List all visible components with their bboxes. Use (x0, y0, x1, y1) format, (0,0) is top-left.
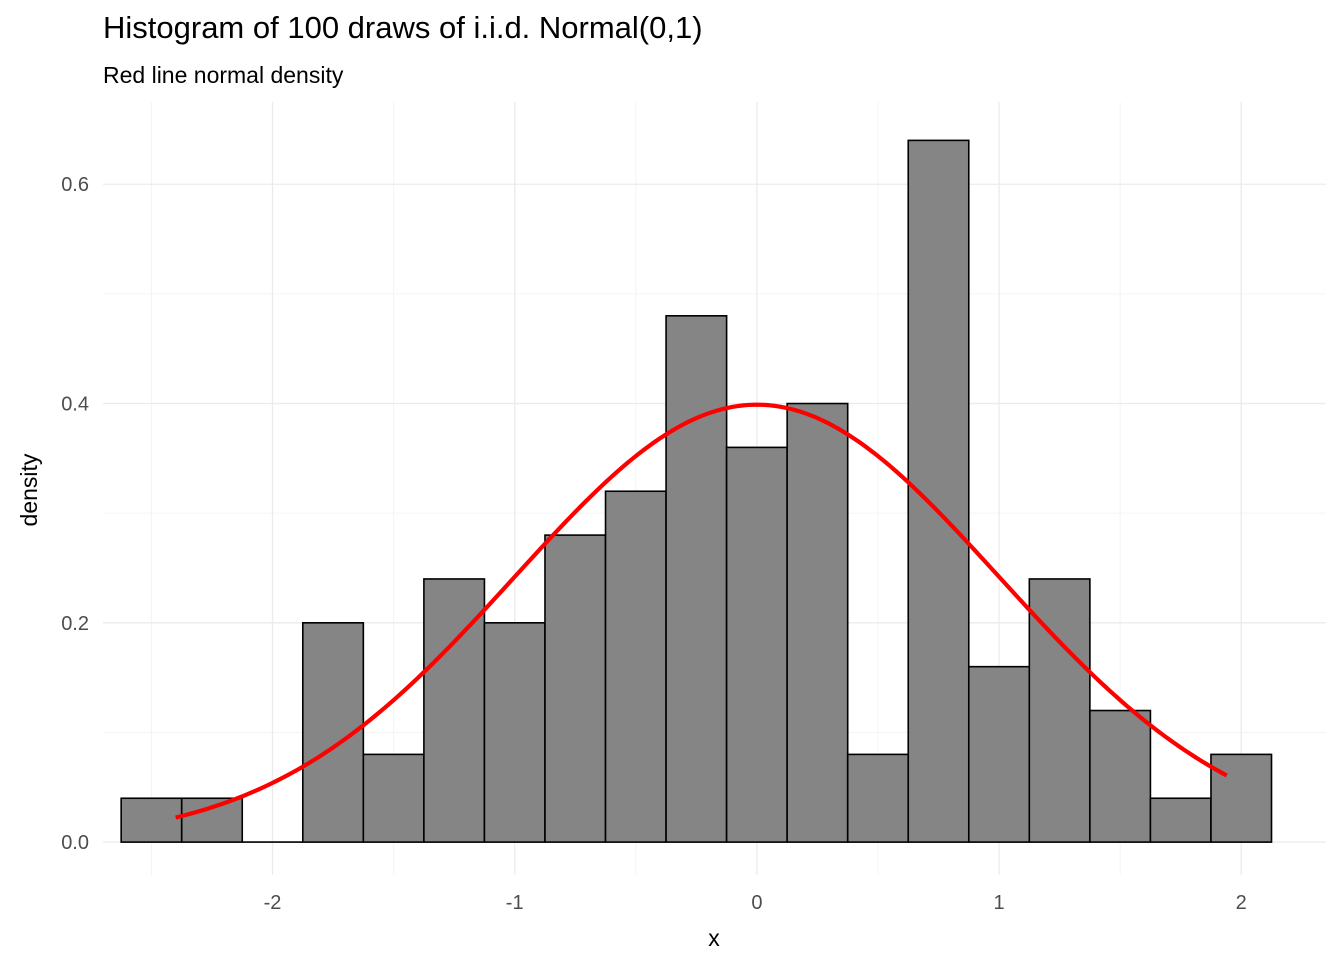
x-tick-label: -2 (264, 892, 282, 914)
chart-title: Histogram of 100 draws of i.i.d. Normal(… (103, 10, 703, 45)
histogram-bar (120, 797, 183, 843)
y-tick-label: 0.2 (61, 613, 89, 635)
histogram-bar (967, 665, 1031, 843)
histogram-bar (483, 622, 546, 843)
normal-density-curve (175, 402, 1228, 820)
histogram-bar (786, 402, 849, 843)
histogram-bars (120, 139, 1273, 843)
y-axis-title: density (16, 453, 42, 526)
x-tick-label: 0 (751, 892, 762, 914)
y-tick-label: 0.0 (61, 832, 89, 854)
histogram-bar (544, 534, 607, 843)
x-tick-label: 2 (1236, 892, 1247, 914)
x-axis-ticks: -2 -1 0 1 2 (264, 892, 1247, 914)
histogram-bar (604, 490, 667, 843)
x-tick-label: 1 (993, 892, 1004, 914)
histogram-bar (362, 753, 425, 843)
histogram-bar (180, 797, 244, 843)
y-axis-ticks: 0.0 0.2 0.4 0.6 (61, 174, 89, 854)
histogram-bar (1089, 709, 1152, 843)
y-tick-label: 0.4 (61, 394, 89, 416)
histogram-bar (665, 315, 728, 843)
y-tick-label: 0.6 (61, 174, 89, 196)
chart-subtitle: Red line normal density (103, 62, 344, 88)
x-axis-title: x (708, 925, 720, 951)
x-tick-label: -1 (506, 892, 524, 914)
histogram-bar (1210, 753, 1273, 843)
histogram-bar (1149, 797, 1212, 843)
histogram-bar (846, 753, 910, 843)
density-curve-group (175, 402, 1228, 820)
histogram-bar (725, 446, 788, 843)
